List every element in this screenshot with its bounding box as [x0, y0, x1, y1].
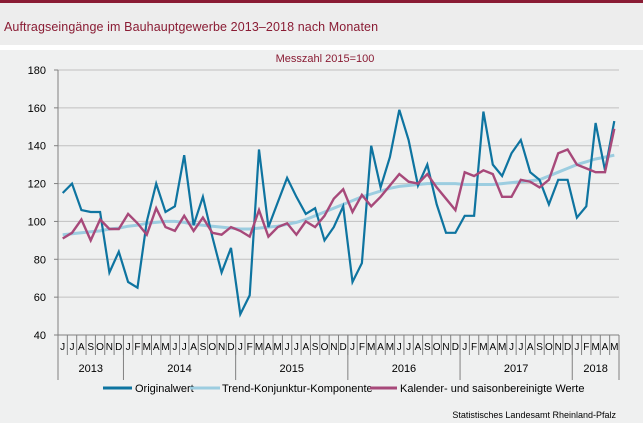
month-label: M — [591, 342, 599, 353]
month-label: A — [265, 342, 272, 353]
y-tick-label: 60 — [34, 292, 46, 304]
month-label: M — [274, 342, 282, 353]
month-label: O — [433, 342, 441, 353]
month-label: A — [190, 342, 197, 353]
month-label: N — [330, 342, 337, 353]
month-label: N — [218, 342, 225, 353]
month-label: F — [359, 342, 365, 353]
month-label: J — [350, 342, 355, 353]
month-label: O — [96, 342, 104, 353]
month-label: A — [78, 342, 85, 353]
month-label: N — [106, 342, 113, 353]
month-label: O — [321, 342, 329, 353]
year-label: 2015 — [280, 363, 304, 375]
month-label: M — [386, 342, 394, 353]
month-label: D — [340, 342, 347, 353]
year-label: 2018 — [583, 363, 607, 375]
month-label: J — [294, 342, 299, 353]
month-label: M — [143, 342, 151, 353]
month-label: J — [60, 342, 65, 353]
month-label: J — [126, 342, 131, 353]
month-label: A — [602, 342, 609, 353]
month-label: J — [285, 342, 290, 353]
month-label: A — [153, 342, 160, 353]
chart-header: Auftragseingänge im Bauhauptgewerbe 2013… — [0, 3, 643, 45]
month-label: D — [564, 342, 571, 353]
month-label: O — [545, 342, 553, 353]
y-tick-label: 180 — [28, 65, 46, 77]
y-tick-label: 80 — [34, 254, 46, 266]
month-label: O — [208, 342, 216, 353]
y-tick-label: 40 — [34, 330, 46, 342]
gridlines — [58, 69, 619, 298]
month-label: M — [498, 342, 506, 353]
year-label: 2016 — [392, 363, 416, 375]
month-label: S — [200, 342, 207, 353]
month-label: J — [70, 342, 75, 353]
series-lines — [61, 109, 616, 318]
month-label: M — [255, 342, 263, 353]
legend: Originalwert Trend-Konjunktur-Komponente… — [103, 383, 584, 395]
month-label: M — [610, 342, 618, 353]
month-label: S — [424, 342, 431, 353]
month-label: F — [471, 342, 477, 353]
month-label: S — [87, 342, 94, 353]
legend-label-adjusted: Kalender- und saisonbereinigte Werte — [400, 383, 584, 395]
month-label: M — [161, 342, 169, 353]
legend-label-trend: Trend-Konjunktur-Komponente — [222, 383, 373, 395]
month-label: F — [134, 342, 140, 353]
month-label: J — [397, 342, 402, 353]
month-label: J — [518, 342, 523, 353]
month-label: J — [462, 342, 467, 353]
month-label: S — [312, 342, 319, 353]
top-accent-bar — [0, 0, 643, 3]
month-label: A — [415, 342, 422, 353]
series-line-trend — [62, 153, 615, 237]
month-label: F — [583, 342, 589, 353]
y-tick-label: 100 — [28, 216, 46, 228]
month-label: J — [238, 342, 243, 353]
month-label: A — [302, 342, 309, 353]
month-label: D — [452, 342, 459, 353]
month-label: N — [442, 342, 449, 353]
month-label: D — [227, 342, 234, 353]
y-tick-label: 140 — [28, 141, 46, 153]
source-note: Statistisches Landesamt Rheinland-Pfalz — [452, 410, 616, 420]
month-label: J — [509, 342, 514, 353]
y-tick-label: 120 — [28, 179, 46, 191]
month-label: A — [489, 342, 496, 353]
month-label: M — [479, 342, 487, 353]
legend-label-original: Originalwert — [135, 383, 194, 395]
month-label: J — [172, 342, 177, 353]
series-line-original — [61, 109, 616, 318]
month-label: N — [555, 342, 562, 353]
month-label: A — [527, 342, 534, 353]
month-label: A — [377, 342, 384, 353]
month-label: J — [574, 342, 579, 353]
chart-area-background — [0, 50, 643, 423]
month-label: M — [367, 342, 375, 353]
year-label: 2014 — [167, 363, 191, 375]
month-label: D — [115, 342, 122, 353]
series-line-adjusted — [62, 128, 616, 244]
chart-subtitle: Messzahl 2015=100 — [276, 53, 375, 65]
month-label: S — [536, 342, 543, 353]
month-label: F — [247, 342, 253, 353]
year-label: 2017 — [504, 363, 528, 375]
y-tick-label: 160 — [28, 103, 46, 115]
month-label: J — [406, 342, 411, 353]
chart-title: Auftragseingänge im Bauhauptgewerbe 2013… — [4, 20, 379, 34]
month-label: J — [182, 342, 187, 353]
header-separator — [0, 45, 643, 50]
year-label: 2013 — [78, 363, 102, 375]
y-axis: 40 60 80 100 120 140 160 180 — [28, 65, 59, 342]
